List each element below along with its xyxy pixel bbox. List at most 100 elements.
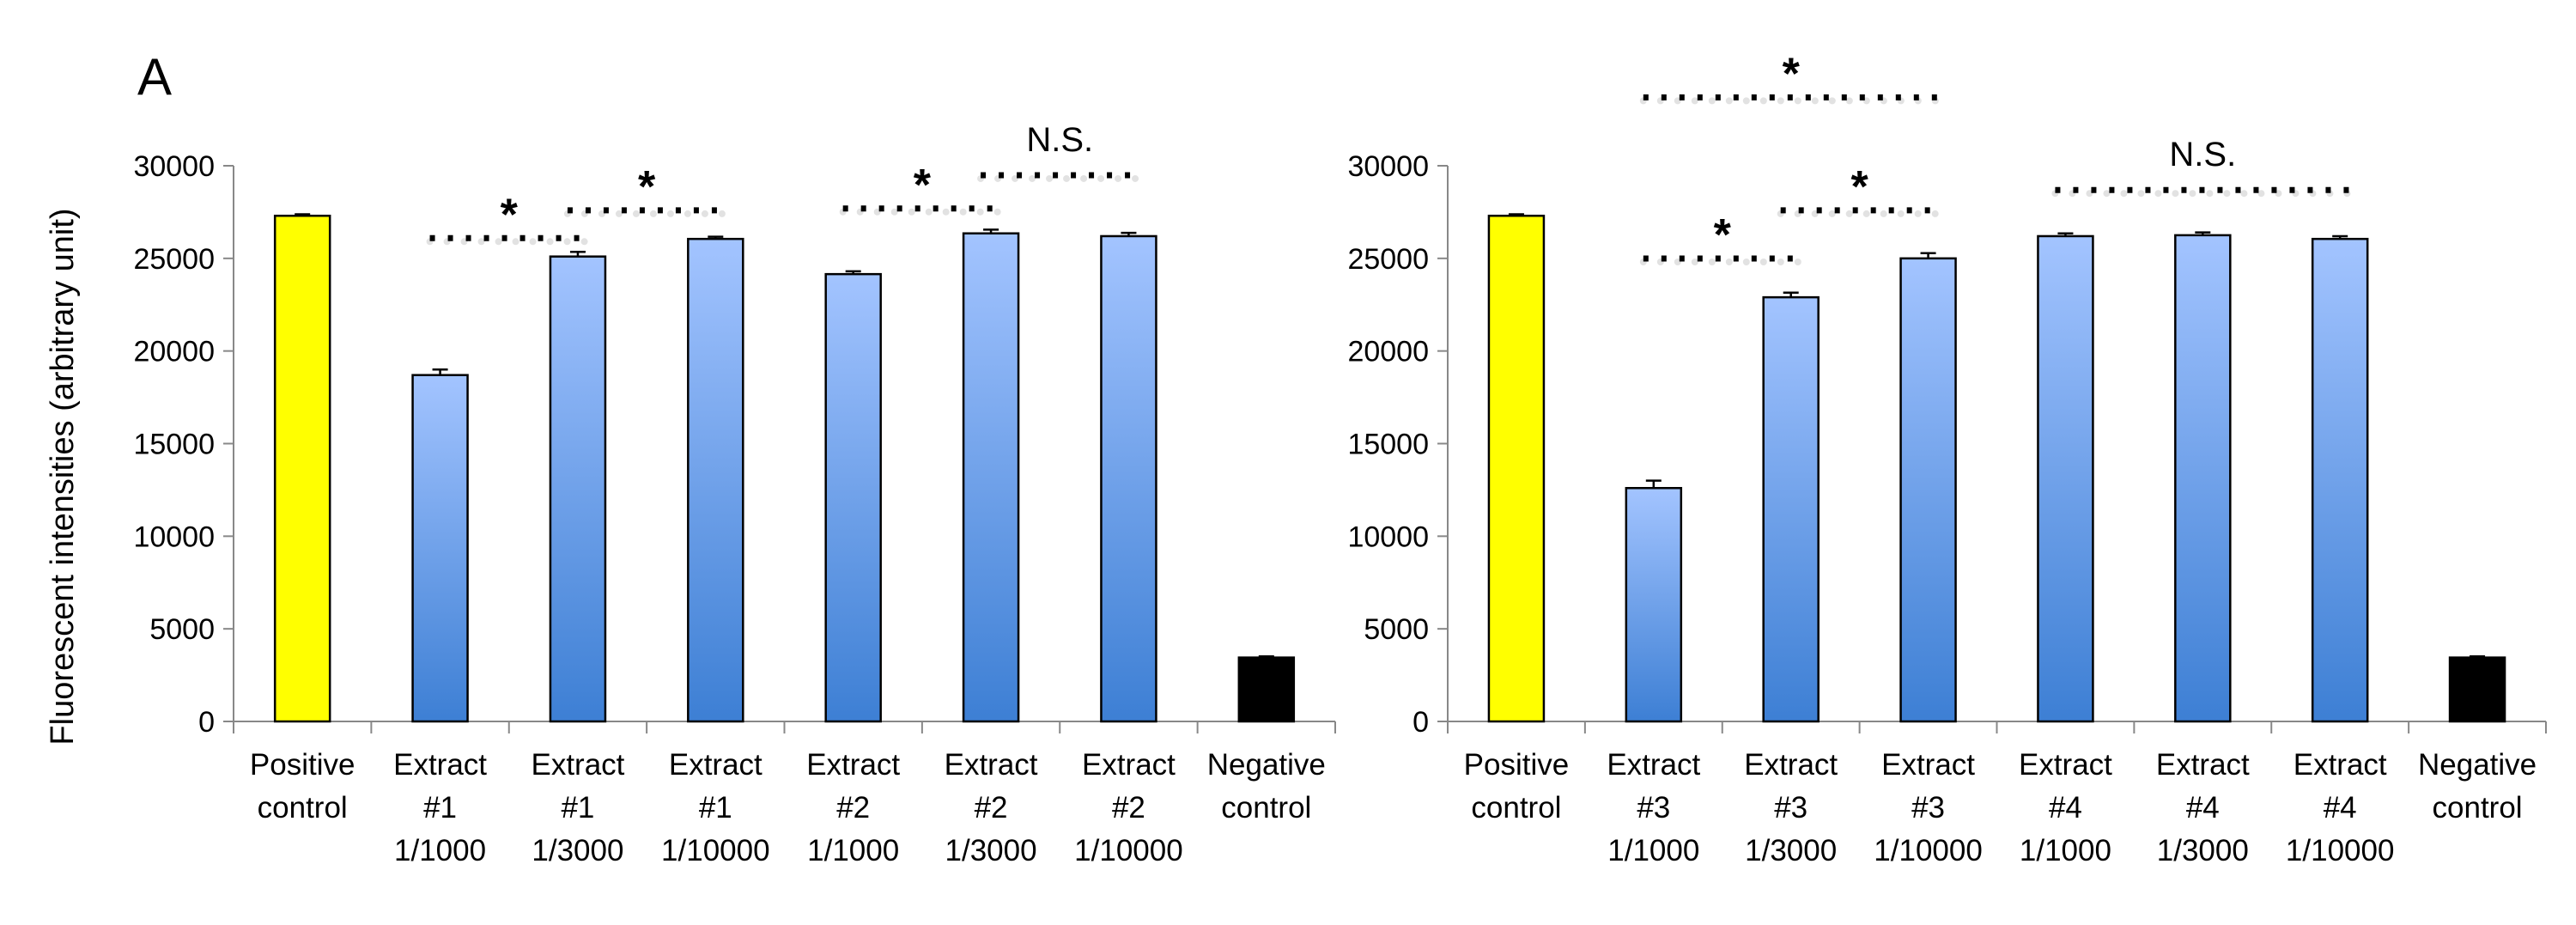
x-category-label-line: 1/3000 [532, 834, 623, 867]
x-category-label-line: control [2433, 791, 2523, 825]
x-category-label-line: 1/10000 [2286, 834, 2395, 867]
y-tick-label: 5000 [149, 613, 215, 646]
bar-extract [1625, 487, 1683, 723]
bar-extract [1100, 234, 1157, 723]
bar-extract [2174, 234, 2232, 723]
x-category-label-line: 1/10000 [661, 834, 770, 867]
significance-star: * [1851, 162, 1869, 212]
x-category-label-line: #3 [1911, 791, 1945, 825]
panel-label: A [137, 48, 172, 106]
significance-ns-label: N.S. [2169, 136, 2236, 173]
x-category-label-line: Extract [1082, 748, 1176, 782]
x-category-label-line: 1/1000 [2020, 834, 2111, 867]
x-category-label: Extract #1 1/10000 [661, 748, 770, 867]
x-category-label-line: 1/1000 [807, 834, 899, 867]
x-category-label-line: #1 [699, 791, 732, 825]
x-category-label-line: control [1471, 791, 1561, 825]
x-category-label: Extract #4 1/3000 [2156, 748, 2250, 867]
x-category-label-line: #3 [1637, 791, 1670, 825]
chart-panel-right: 0 5000 10000 15000 20000 25000 30000 Positive co… [1347, 49, 2547, 867]
bar-extract [549, 255, 607, 723]
y-tick-label: 10000 [1347, 520, 1429, 553]
x-category-label-line: 1/3000 [945, 834, 1037, 867]
x-category-label: Extract #1 1/1000 [393, 748, 487, 867]
x-category-label-line: #2 [1112, 791, 1145, 825]
y-tick-label: 0 [1413, 706, 1429, 739]
x-category-label-line: Extract [393, 748, 487, 782]
x-category-label: Negative control [1207, 748, 1326, 825]
bar-extract [1899, 257, 1957, 723]
x-category-label-line: #4 [2049, 791, 2082, 825]
significance-ns-label: N.S. [1026, 121, 1093, 159]
bar-negative [2448, 656, 2506, 723]
y-tick-label: 15000 [1347, 429, 1429, 461]
x-category-label: Positive control [250, 748, 355, 825]
bar-extract [1762, 295, 1820, 723]
x-category-label: Extract #4 1/1000 [2019, 748, 2112, 867]
x-category-label: Extract #1 1/3000 [531, 748, 624, 867]
y-tick-label: 20000 [133, 336, 215, 368]
significance-star: * [914, 161, 932, 210]
x-category-label-line: Extract [1744, 748, 1838, 782]
x-category-label-line: Negative [2418, 748, 2537, 782]
x-category-label-line: Extract [531, 748, 624, 782]
y-tick-label: 15000 [133, 429, 215, 461]
bar-extract [411, 374, 469, 723]
significance-star: * [501, 190, 519, 240]
x-category-label-line: #2 [975, 791, 1008, 825]
y-axis-label: Fluorescent intensities (arbitrary unit) [45, 208, 81, 745]
y-tick-label: 0 [198, 706, 215, 739]
significance-star: * [1714, 210, 1732, 260]
bar-extract [824, 272, 882, 723]
x-category-label-line: #2 [836, 791, 870, 825]
x-category-label-line: 1/3000 [1745, 834, 1837, 867]
y-tick-label: 5000 [1364, 613, 1429, 646]
x-category-label-line: #4 [2186, 791, 2220, 825]
x-category-label: Extract #3 1/10000 [1874, 748, 1983, 867]
y-tick-label: 30000 [133, 150, 215, 183]
bar-extract [687, 237, 744, 723]
x-category-label-line: 1/1000 [1607, 834, 1699, 867]
significance-star: * [638, 162, 656, 212]
x-category-label: Extract #4 1/10000 [2286, 748, 2395, 867]
x-category-label-line: 1/1000 [394, 834, 486, 867]
x-category-label-line: #1 [561, 791, 594, 825]
x-category-label: Extract #2 1/3000 [945, 748, 1038, 867]
x-category-label-line: 1/10000 [1074, 834, 1183, 867]
x-category-label-line: #3 [1774, 791, 1807, 825]
significance-star: * [1783, 49, 1801, 99]
x-category-label-line: Extract [1607, 748, 1700, 782]
bar-positive [1487, 214, 1546, 723]
y-tick-label: 25000 [133, 243, 215, 276]
bar-negative [1237, 656, 1296, 723]
bar-extract [2311, 237, 2369, 723]
x-category-label-line: #4 [2324, 791, 2357, 825]
x-category-label-line: #1 [423, 791, 457, 825]
x-category-label: Extract #3 1/3000 [1744, 748, 1838, 867]
bar-positive [273, 214, 331, 723]
x-category-label: Extract #2 1/1000 [806, 748, 900, 867]
x-category-label-line: Extract [945, 748, 1038, 782]
x-category-label-line: Extract [806, 748, 900, 782]
x-category-label-line: Positive [1464, 748, 1570, 782]
x-category-label: Positive control [1464, 748, 1570, 825]
x-category-label-line: Extract [669, 748, 762, 782]
x-category-label: Extract #3 1/1000 [1607, 748, 1700, 867]
x-category-label-line: Positive [250, 748, 355, 782]
x-category-label: Extract #2 1/10000 [1074, 748, 1183, 867]
x-category-label-line: 1/10000 [1874, 834, 1983, 867]
bar-extract [962, 232, 1020, 723]
x-category-label-line: Extract [2019, 748, 2112, 782]
y-tick-label: 20000 [1347, 336, 1429, 368]
x-category-label-line: Extract [2156, 748, 2250, 782]
y-tick-label: 10000 [133, 520, 215, 553]
x-category-label-line: Extract [2293, 748, 2387, 782]
chart-panel-left: 0 5000 10000 15000 20000 25000 30000 Positive co… [133, 121, 1336, 867]
x-category-label-line: Negative [1207, 748, 1326, 782]
x-category-label: Negative control [2418, 748, 2537, 825]
x-category-label-line: control [1221, 791, 1311, 825]
y-tick-label: 30000 [1347, 150, 1429, 183]
bar-extract [2037, 234, 2094, 723]
y-tick-label: 25000 [1347, 243, 1429, 276]
